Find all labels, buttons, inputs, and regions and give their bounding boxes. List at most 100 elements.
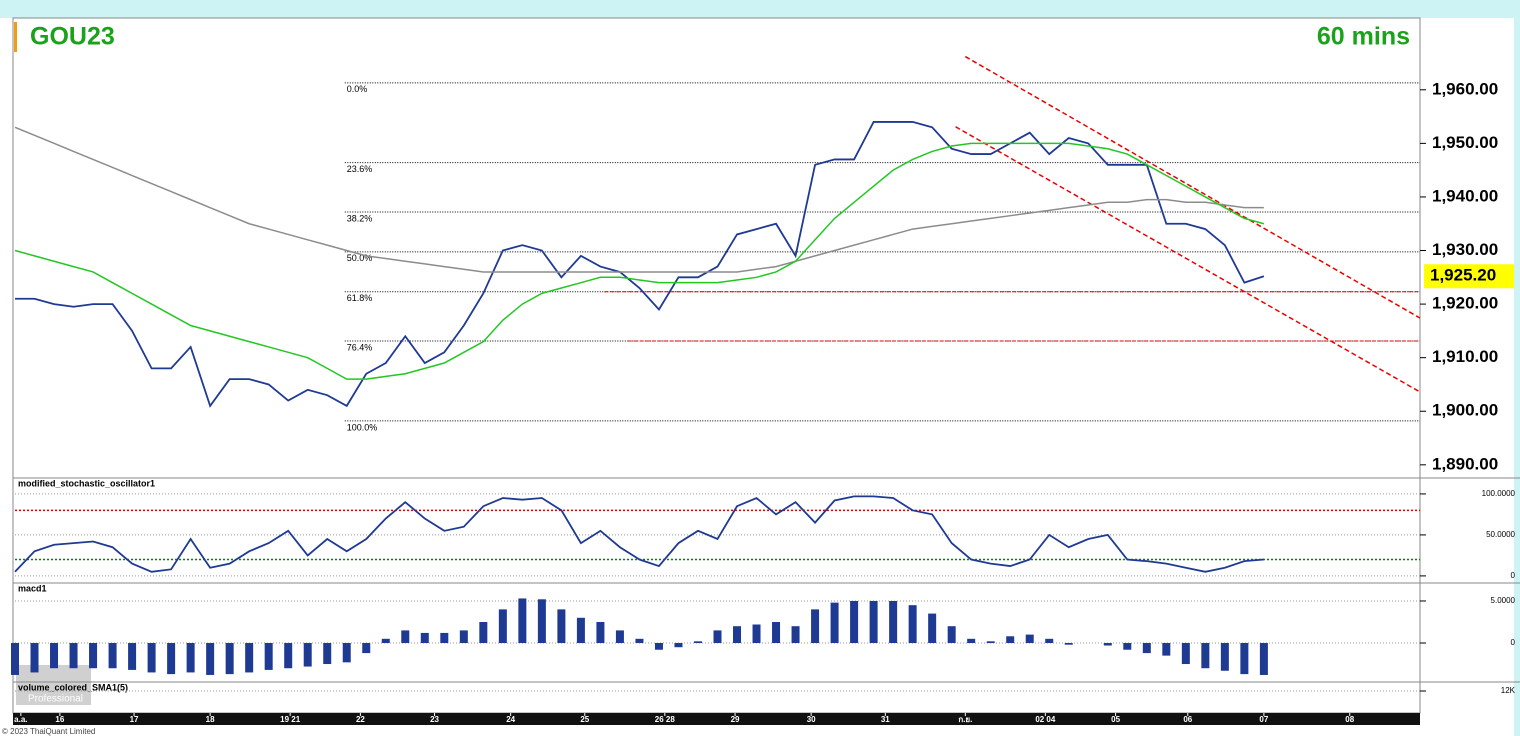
histogram-bar bbox=[284, 643, 293, 669]
histogram-bar bbox=[674, 643, 683, 648]
histogram-bar bbox=[225, 643, 234, 675]
histogram-bar bbox=[908, 605, 917, 644]
histogram-bar bbox=[928, 613, 937, 644]
y-tick-label: 1,930.00 bbox=[1432, 240, 1498, 259]
x-tick-label: 06 bbox=[1183, 715, 1192, 724]
histogram-bar bbox=[1220, 643, 1229, 671]
histogram-bar bbox=[1025, 634, 1034, 644]
footer: © 2023 ThaiQuant Limited bbox=[2, 727, 95, 736]
watermark-box bbox=[16, 665, 91, 705]
histogram-bar bbox=[323, 643, 332, 665]
histogram-bar bbox=[362, 643, 371, 654]
fib-label: 38.2% bbox=[347, 213, 373, 223]
last-price-box bbox=[1424, 264, 1514, 289]
panel-title: modified_stochastic_oscillator1 bbox=[18, 478, 155, 488]
watermark: Professional bbox=[28, 694, 83, 705]
y-tick-label: 1,960.00 bbox=[1432, 79, 1498, 98]
fib-label: 61.8% bbox=[347, 293, 373, 303]
histogram-bar bbox=[693, 641, 702, 644]
fib-label: 100.0% bbox=[347, 422, 378, 432]
fib-label: 76.4% bbox=[347, 342, 373, 352]
x-tick-label: 05 bbox=[1111, 715, 1120, 724]
histogram-bar bbox=[557, 609, 566, 644]
series-line bbox=[14, 126, 1264, 273]
panel-title: volume_colored_SMA1(5) bbox=[18, 682, 128, 692]
histogram-bar bbox=[733, 626, 742, 644]
histogram-bar bbox=[850, 600, 859, 644]
histogram-bar bbox=[1259, 643, 1268, 675]
y-tick-label: 1,910.00 bbox=[1432, 347, 1498, 366]
y-tick-label: 1,920.00 bbox=[1432, 294, 1498, 313]
histogram-bar bbox=[752, 624, 761, 644]
series-line bbox=[14, 142, 1265, 380]
fib-label: 23.6% bbox=[347, 164, 373, 174]
histogram-bar bbox=[576, 617, 585, 644]
histogram-bar bbox=[147, 643, 156, 673]
fib-label: 50.0% bbox=[347, 253, 373, 263]
chart-title: GOU23 bbox=[30, 23, 115, 51]
histogram-bar bbox=[811, 609, 820, 644]
histogram-bar bbox=[108, 643, 117, 669]
histogram-bar bbox=[518, 598, 527, 644]
x-tick-label: 02 04 bbox=[1035, 715, 1056, 724]
histogram-bar bbox=[615, 630, 624, 644]
x-tick-label: 30 bbox=[807, 715, 816, 724]
y-tick-label: 0 bbox=[1511, 638, 1516, 647]
x-tick-label: 24 bbox=[506, 715, 515, 724]
histogram-bar bbox=[1045, 638, 1054, 644]
histogram-bar bbox=[186, 643, 195, 673]
histogram-bar bbox=[1142, 643, 1151, 654]
histogram-bar bbox=[381, 638, 390, 644]
histogram-bar bbox=[1162, 643, 1171, 656]
x-axis-band bbox=[13, 713, 1420, 725]
last-price-label: 1,925.20 bbox=[1430, 266, 1496, 285]
histogram-bar bbox=[303, 643, 312, 667]
x-tick-label: 23 bbox=[430, 715, 439, 724]
top-band bbox=[0, 0, 1520, 18]
histogram-bar bbox=[479, 621, 488, 644]
histogram-bar bbox=[869, 600, 878, 644]
histogram-bar bbox=[128, 643, 137, 670]
y-tick-label: 5.0000 bbox=[1491, 596, 1516, 605]
histogram-bar bbox=[167, 643, 176, 675]
histogram-bar bbox=[713, 630, 722, 644]
histogram-bar bbox=[967, 638, 976, 644]
x-tick-label: 25 bbox=[580, 715, 589, 724]
histogram-bar bbox=[440, 632, 449, 644]
histogram-bar bbox=[50, 643, 59, 669]
right-band bbox=[1514, 0, 1520, 736]
x-tick-label: 18 bbox=[206, 715, 215, 724]
x-tick-label: 17 bbox=[130, 715, 139, 724]
histogram-bar bbox=[89, 643, 98, 669]
histogram-bar bbox=[635, 638, 644, 644]
histogram-bar bbox=[654, 643, 663, 650]
histogram-bar bbox=[947, 626, 956, 644]
histogram-bar bbox=[1201, 643, 1210, 669]
y-tick-label: 1,950.00 bbox=[1432, 133, 1498, 152]
histogram-bar bbox=[498, 609, 507, 644]
histogram-bar bbox=[537, 599, 546, 644]
histogram-bar bbox=[30, 643, 39, 673]
histogram-bar bbox=[264, 643, 273, 670]
histogram-bar bbox=[342, 643, 351, 663]
x-tick-label: 07 bbox=[1259, 715, 1268, 724]
histogram-bar bbox=[11, 643, 19, 675]
x-tick-label: 29 bbox=[731, 715, 740, 724]
x-tick-label: 31 bbox=[881, 715, 890, 724]
histogram-bar bbox=[889, 600, 898, 644]
x-tick-label: a.a. bbox=[14, 715, 27, 724]
histogram-bar bbox=[1103, 643, 1112, 646]
x-tick-label: 22 bbox=[356, 715, 365, 724]
y-tick-label: 1,900.00 bbox=[1432, 401, 1498, 420]
timeframe: 60 mins bbox=[1317, 23, 1410, 51]
histogram-bar bbox=[986, 641, 995, 644]
fib-label: 0.0% bbox=[347, 84, 368, 94]
histogram-bar bbox=[459, 630, 468, 644]
y-tick-label: 12K bbox=[1501, 686, 1516, 695]
panel-title: macd1 bbox=[18, 583, 47, 593]
x-tick-label: 19 21 bbox=[280, 715, 301, 724]
title-marker bbox=[14, 22, 17, 52]
series-line bbox=[14, 495, 1264, 573]
